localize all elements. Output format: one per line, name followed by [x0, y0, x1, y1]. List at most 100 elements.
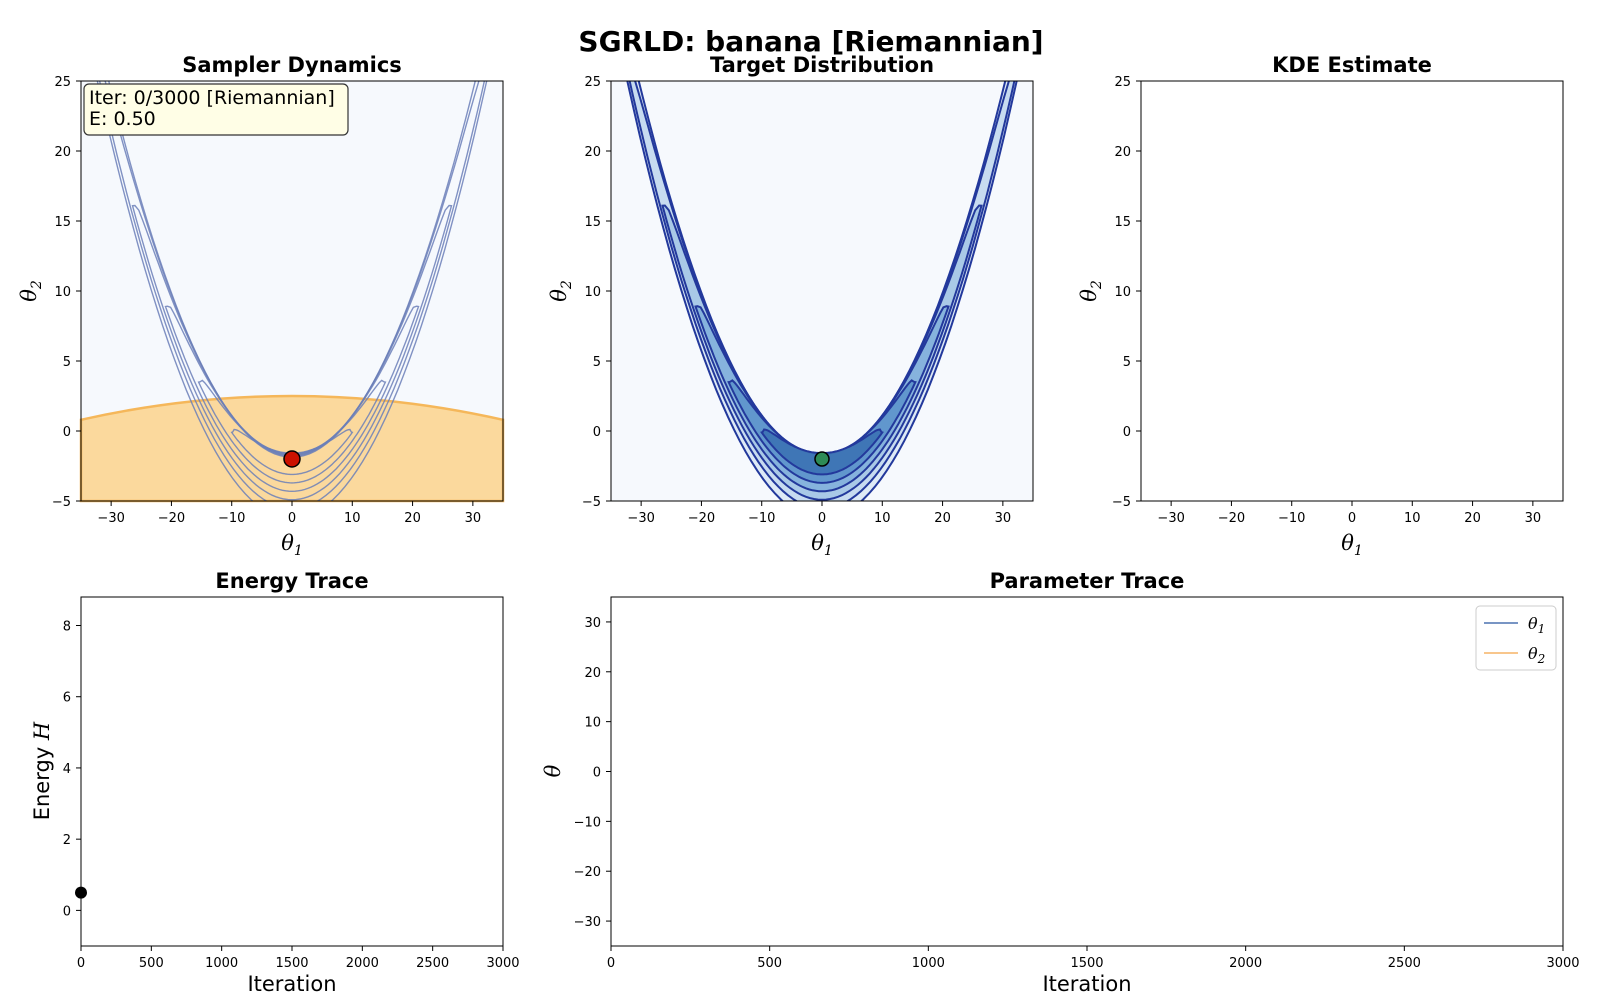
axes-frame — [1140, 80, 1564, 502]
y-tick-label: 0 — [1123, 425, 1131, 440]
x-tick-label: −10 — [748, 511, 775, 526]
contour-group — [626, 81, 1018, 501]
iteration-text: Iter: 0/3000 [Riemannian] — [89, 87, 335, 109]
x-tick-label: 20 — [1464, 511, 1481, 526]
x-tick-label: −30 — [97, 511, 124, 526]
x-axis-label: θ1 — [281, 531, 303, 559]
y-axis-label: θ — [541, 764, 565, 777]
y-tick-label: 5 — [1123, 355, 1131, 370]
x-tick-label: 20 — [404, 511, 421, 526]
plot-background — [611, 81, 1033, 501]
y-axis-label: θ2 — [17, 280, 45, 302]
parameter-trace-panel: Parameter Trace 0 500 1000 1500 2000 2500 3000… — [541, 569, 1580, 996]
x-tick-label: 10 — [874, 511, 891, 526]
parameter-trace-title: Parameter Trace — [990, 569, 1185, 593]
x-tick-label: 500 — [757, 956, 782, 971]
x-tick-label: 0 — [818, 511, 826, 526]
y-axis-label: Energy H — [30, 721, 54, 820]
contour-level — [230, 428, 354, 476]
x-axis-label: θ1 — [1341, 531, 1363, 559]
x-tick-label: 1000 — [205, 956, 238, 971]
x-tick-label: 3000 — [1546, 956, 1579, 971]
energy-trace-panel: Energy Trace 0 500 1000 1500 2000 2500 3000 0 2… — [30, 569, 520, 996]
axes-frame — [610, 596, 1564, 947]
y-axis-label: θ2 — [1077, 280, 1105, 302]
y-tick-label: 10 — [584, 285, 601, 300]
x-tick-label: 0 — [77, 956, 85, 971]
x-axis-ticks: 0 500 1000 1500 2000 2500 3000 — [607, 946, 1580, 971]
y-tick-label: −5 — [52, 495, 71, 510]
x-tick-label: −20 — [1218, 511, 1245, 526]
y-tick-label: −30 — [574, 915, 601, 930]
y-axis-label: θ2 — [547, 280, 575, 302]
x-tick-label: 1000 — [912, 956, 945, 971]
x-axis-label: Iteration — [247, 972, 336, 996]
density-contours — [96, 81, 488, 501]
x-axis-label: Iteration — [1042, 972, 1131, 996]
contour-level — [760, 428, 884, 476]
y-axis-ticks: −5 0 5 10 15 20 25 — [582, 75, 611, 510]
current-sample-point — [814, 451, 830, 467]
x-tick-label: 0 — [288, 511, 296, 526]
kde-estimate-title: KDE Estimate — [1272, 53, 1432, 77]
x-tick-label: −30 — [627, 511, 654, 526]
x-tick-label: 2500 — [416, 956, 449, 971]
x-axis-ticks: −30 −20 −10 0 10 20 30 — [1157, 501, 1541, 526]
energy-trace-title: Energy Trace — [215, 569, 368, 593]
x-tick-label: 0 — [607, 956, 615, 971]
x-tick-label: 10 — [344, 511, 361, 526]
y-tick-label: 15 — [54, 215, 71, 230]
x-tick-label: −30 — [1157, 511, 1184, 526]
x-tick-label: −10 — [1278, 511, 1305, 526]
x-tick-label: 30 — [1525, 511, 1542, 526]
y-tick-label: −20 — [574, 865, 601, 880]
y-tick-label: 30 — [584, 616, 601, 631]
x-tick-label: 10 — [1404, 511, 1421, 526]
y-tick-label: 20 — [1114, 145, 1131, 160]
y-tick-label: 15 — [1114, 215, 1131, 230]
x-tick-label: −20 — [688, 511, 715, 526]
y-axis-ticks: −30 −20 −10 0 10 20 30 — [574, 616, 611, 930]
figure-title: SGRLD: banana [Riemannian] — [578, 25, 1043, 58]
x-axis-ticks: −30 −20 −10 0 10 20 30 — [627, 501, 1011, 526]
y-tick-label: 10 — [54, 285, 71, 300]
energy-point — [75, 886, 87, 899]
x-tick-label: 30 — [465, 511, 482, 526]
y-tick-label: −5 — [582, 495, 601, 510]
y-tick-label: −5 — [1112, 495, 1131, 510]
y-tick-label: 25 — [54, 75, 71, 90]
density-contours — [626, 81, 1018, 501]
proposal-region — [79, 394, 505, 503]
x-axis-label: θ1 — [811, 531, 833, 559]
x-tick-label: 2000 — [1229, 956, 1262, 971]
kde-estimate-panel: KDE Estimate −30 −20 −10 0 10 20 30 −5 0 5 10 15 20… — [1077, 53, 1564, 559]
y-axis-ticks: −5 0 5 10 15 20 25 — [1112, 75, 1141, 510]
y-tick-label: 20 — [584, 666, 601, 681]
contour-group — [96, 81, 488, 501]
y-tick-label: 4 — [63, 762, 71, 777]
axes-frame — [80, 596, 504, 947]
y-tick-label: 0 — [63, 904, 71, 919]
y-tick-label: 20 — [54, 145, 71, 160]
y-tick-label: 10 — [1114, 285, 1131, 300]
y-tick-label: −10 — [574, 815, 601, 830]
x-tick-label: −10 — [218, 511, 245, 526]
y-tick-label: 8 — [63, 619, 71, 634]
x-axis-ticks: 0 500 1000 1500 2000 2500 3000 — [77, 946, 520, 971]
x-tick-label: 0 — [1348, 511, 1356, 526]
y-tick-label: 5 — [593, 355, 601, 370]
x-tick-label: 3000 — [486, 956, 519, 971]
y-tick-label: 25 — [584, 75, 601, 90]
energy-text: E: 0.50 — [89, 108, 156, 130]
x-tick-label: 1500 — [275, 956, 308, 971]
y-tick-label: 0 — [593, 425, 601, 440]
energy-points — [75, 886, 87, 899]
target-distribution-title: Target Distribution — [710, 53, 934, 77]
sampler-dynamics-title: Sampler Dynamics — [182, 53, 402, 77]
y-axis-ticks: 0 2 4 6 8 — [63, 619, 81, 919]
y-tick-label: 6 — [63, 691, 71, 706]
x-axis-ticks: −30 −20 −10 0 10 20 30 — [97, 501, 481, 526]
y-tick-label: 10 — [584, 716, 601, 731]
y-tick-label: 0 — [63, 425, 71, 440]
